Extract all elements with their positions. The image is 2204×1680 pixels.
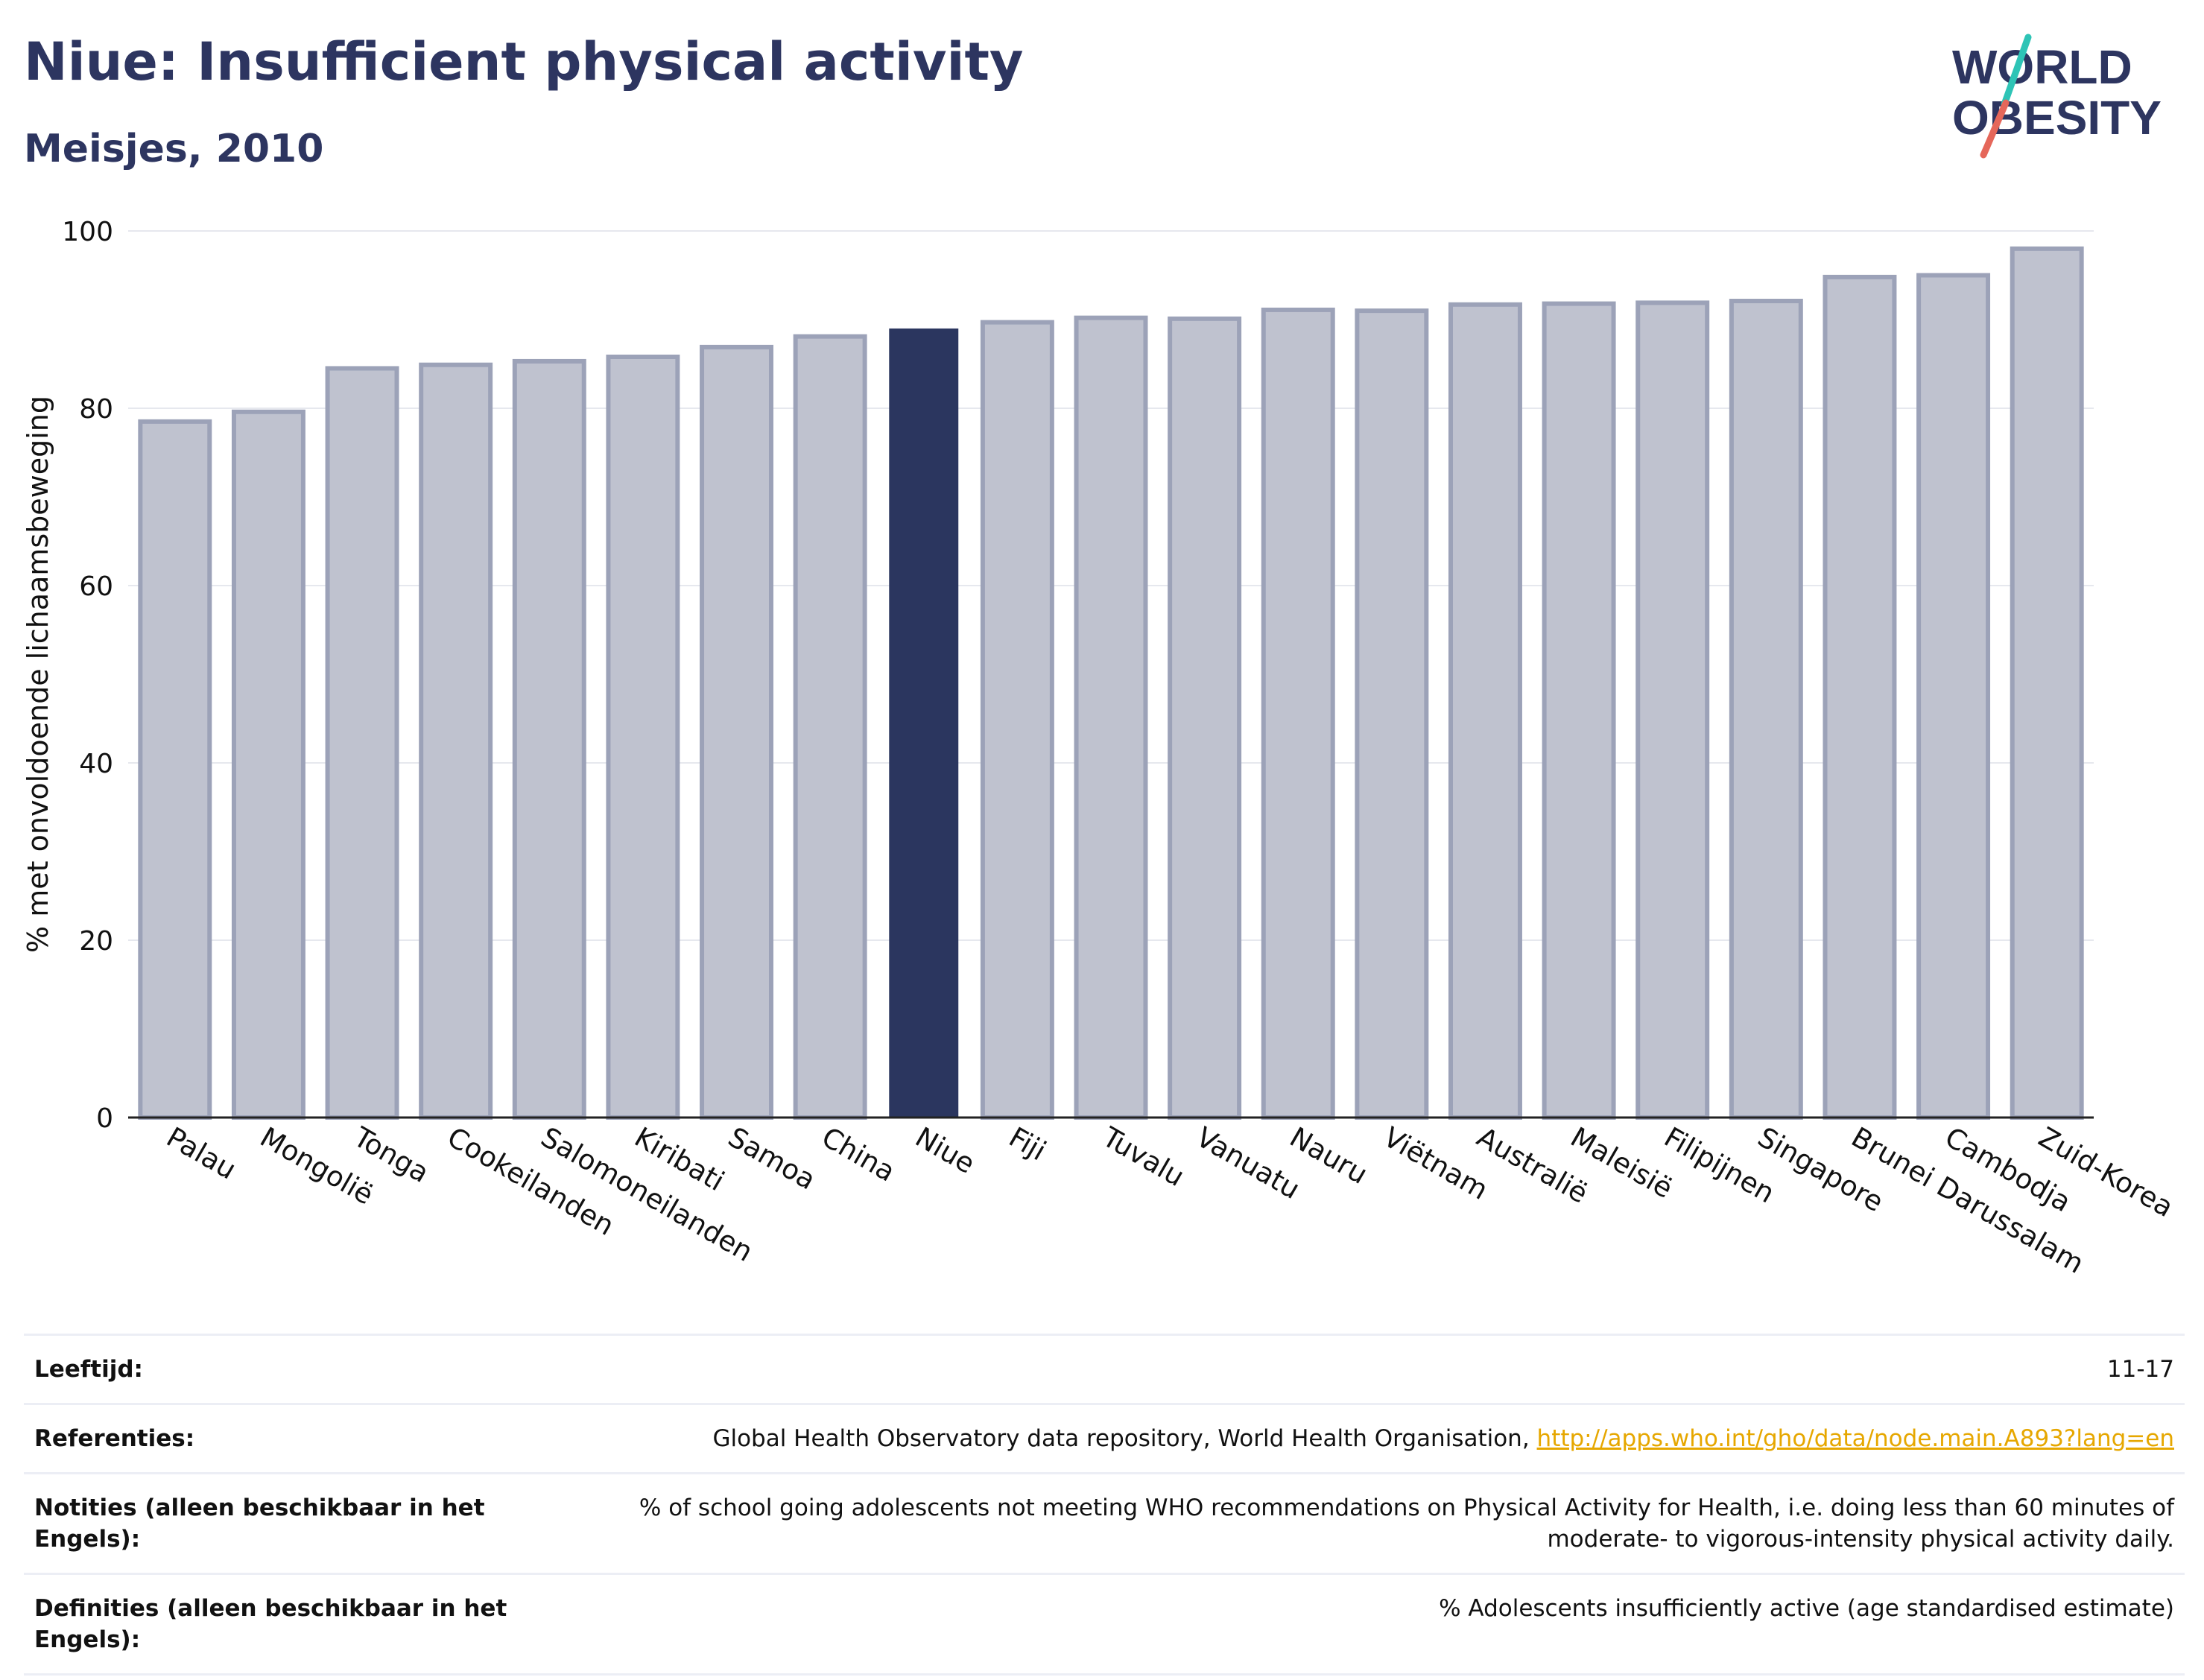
bar-samoa bbox=[700, 344, 774, 1120]
bar-filipijnen bbox=[1635, 300, 1710, 1120]
notes-value: % of school going adolescents not meetin… bbox=[639, 1494, 2174, 1553]
bar-cambodja bbox=[1916, 273, 1991, 1120]
x-tick-label: Samoa bbox=[723, 1121, 821, 1196]
x-tick-label: China bbox=[817, 1121, 901, 1188]
bar-cookeilanden bbox=[419, 362, 493, 1120]
bar-singapore bbox=[1729, 299, 1803, 1120]
x-tick-label: Vanuatu bbox=[1191, 1121, 1305, 1206]
chart-title: Niue: Insufficient physical activity bbox=[24, 31, 1024, 92]
definitions-label: Definities (alleen beschikbaar in het En… bbox=[34, 1595, 507, 1653]
y-tick-label: 80 bbox=[79, 394, 113, 425]
meta-row-age: Leeftijd: 11-17 bbox=[24, 1334, 2185, 1403]
logo-word-obesity: OBESITY bbox=[1952, 91, 2162, 145]
y-tick-labels: 0 20 40 60 80 100 bbox=[62, 217, 113, 1134]
bar-nauru bbox=[1261, 307, 1335, 1120]
bars bbox=[138, 246, 2084, 1120]
y-tick-label: 20 bbox=[79, 926, 113, 957]
y-tick-label: 0 bbox=[96, 1103, 113, 1134]
logo-word-world: WORLD bbox=[1952, 40, 2132, 94]
bar-tonga bbox=[325, 366, 399, 1120]
bar-zuid-korea bbox=[2010, 246, 2084, 1120]
age-value: 11-17 bbox=[2106, 1356, 2174, 1383]
x-tick-label: Tuvalu bbox=[1097, 1120, 1190, 1193]
bar-australi- bbox=[1448, 302, 1522, 1120]
references-link[interactable]: http://apps.who.int/gho/data/node.main.A… bbox=[1536, 1425, 2174, 1452]
bar-fiji bbox=[980, 320, 1054, 1120]
bar-niue bbox=[889, 328, 959, 1118]
bar-kiribati bbox=[606, 354, 680, 1120]
y-tick-label: 60 bbox=[79, 571, 113, 602]
meta-row-definitions: Definities (alleen beschikbaar in het En… bbox=[24, 1573, 2185, 1676]
logo-slash-coral bbox=[1980, 99, 2010, 159]
references-text: Global Health Observatory data repositor… bbox=[712, 1425, 1537, 1452]
y-tick-label: 40 bbox=[79, 749, 113, 779]
bar-brunei-darussalam bbox=[1823, 274, 1897, 1120]
x-tick-label: Niue bbox=[910, 1121, 980, 1180]
meta-row-notes: Notities (alleen beschikbaar in het Enge… bbox=[24, 1472, 2185, 1573]
x-tick-label: Fiji bbox=[1004, 1121, 1051, 1167]
x-tick-label: Palau bbox=[161, 1121, 241, 1186]
references-label: Referenties: bbox=[34, 1425, 195, 1452]
bar-china bbox=[793, 334, 867, 1120]
metadata-table: Leeftijd: 11-17 Referenties: Global Heal… bbox=[24, 1334, 2185, 1676]
bar-vanuatu bbox=[1168, 316, 1242, 1120]
references-value: Global Health Observatory data repositor… bbox=[511, 1423, 2174, 1454]
world-obesity-logo: WORLD OBESITY bbox=[1952, 34, 2162, 159]
bar-vi-tnam bbox=[1355, 308, 1429, 1120]
bar-maleisi- bbox=[1542, 301, 1616, 1120]
bar-salomoneilanden bbox=[512, 358, 586, 1120]
bar-mongoli- bbox=[231, 409, 305, 1120]
bar-palau bbox=[138, 419, 212, 1120]
definitions-value: % Adolescents insufficiently active (age… bbox=[1439, 1595, 2174, 1622]
meta-row-references: Referenties: Global Health Observatory d… bbox=[24, 1403, 2185, 1472]
y-tick-label: 100 bbox=[62, 217, 113, 247]
bar-tuvalu bbox=[1074, 315, 1148, 1120]
logo-slash-teal bbox=[2001, 34, 2032, 108]
x-tick-label: Viëtnam bbox=[1378, 1121, 1493, 1206]
chart-subtitle: Meisjes, 2010 bbox=[24, 127, 324, 171]
y-axis-label: % met onvoldoende lichaamsbeweging bbox=[22, 396, 54, 953]
age-label: Leeftijd: bbox=[34, 1356, 143, 1383]
notes-label: Notities (alleen beschikbaar in het Enge… bbox=[34, 1494, 485, 1553]
